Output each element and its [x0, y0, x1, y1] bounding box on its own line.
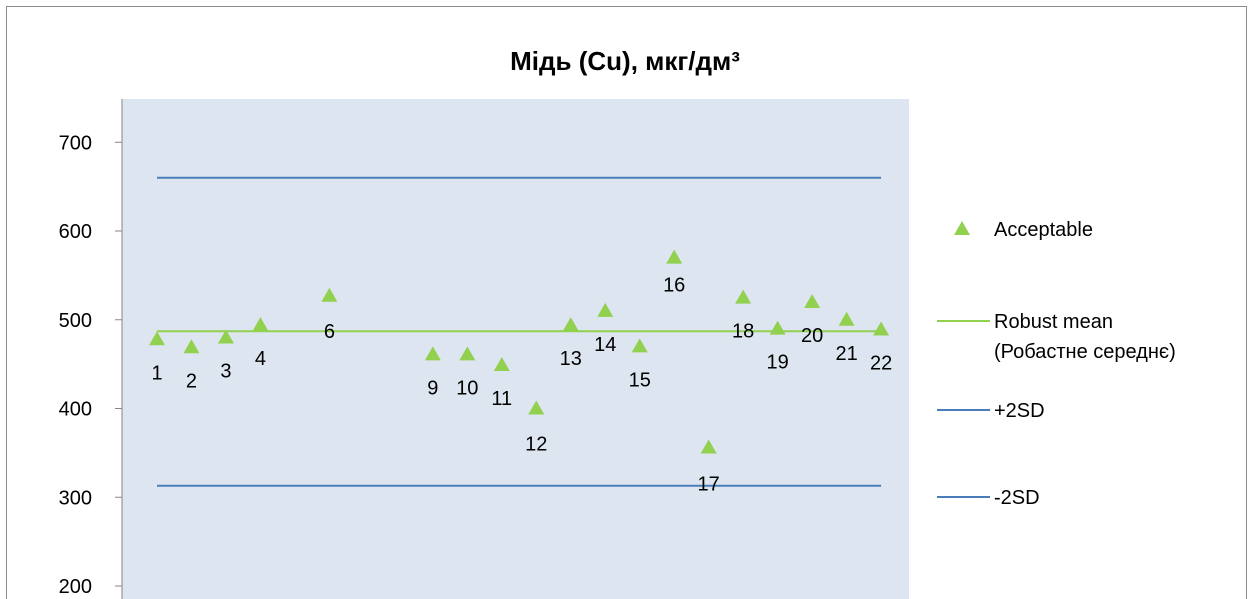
- legend-marker: [954, 221, 970, 235]
- data-point: [735, 289, 752, 304]
- data-label: 18: [732, 321, 754, 343]
- data-point: [252, 317, 269, 332]
- data-point: [838, 311, 855, 326]
- reference-lines: [157, 176, 882, 487]
- data-point: [149, 331, 165, 346]
- data-label: 14: [594, 334, 616, 356]
- y-tick-label: 400: [59, 399, 92, 421]
- legend-label: Acceptable: [994, 219, 1093, 241]
- plot-area: [122, 99, 909, 599]
- y-tick-label: 700: [59, 132, 92, 154]
- legend: Acceptable Robust mean (Робастне середнє) +…: [937, 219, 1176, 509]
- data-label: 20: [801, 325, 823, 347]
- legend-label: -2SD: [994, 487, 1040, 509]
- y-axis: 200 300 400 500 600 700: [59, 99, 123, 599]
- data-label: 1: [151, 362, 162, 384]
- data-label: 16: [663, 275, 685, 297]
- data-label: 11: [491, 388, 512, 410]
- data-point: [700, 439, 717, 454]
- data-label: 2: [186, 370, 197, 392]
- data-point: [666, 249, 683, 264]
- data-point: [562, 317, 579, 332]
- data-point: [804, 294, 821, 308]
- data-point: [459, 346, 476, 361]
- data-label: 10: [456, 377, 478, 399]
- data-label: 4: [255, 348, 266, 370]
- data-point: [217, 329, 234, 344]
- data-label: 19: [767, 352, 789, 374]
- data-point: [183, 339, 200, 354]
- data-label: 17: [698, 474, 720, 496]
- legend-label: +2SD: [994, 400, 1045, 422]
- y-tick-label: 300: [59, 487, 92, 509]
- y-tick-label: 200: [59, 576, 92, 598]
- data-point: [769, 320, 786, 335]
- y-tick-label: 600: [59, 221, 92, 243]
- data-point: [493, 357, 510, 372]
- data-label: 21: [835, 343, 857, 365]
- data-label: 22: [870, 353, 892, 375]
- data-point: [873, 321, 890, 336]
- data-point: [631, 338, 648, 353]
- data-label: 9: [427, 377, 438, 399]
- data-label: 3: [220, 361, 231, 383]
- chart-title: Мідь (Cu), мкг/дм³: [510, 46, 740, 76]
- data-label: 12: [525, 434, 547, 456]
- legend-label: Robust mean: [994, 311, 1113, 333]
- data-point: [597, 302, 614, 317]
- data-point: [424, 346, 441, 361]
- data-label: 13: [560, 348, 582, 370]
- legend-label: (Робастне середнє): [994, 341, 1176, 363]
- data-label: 6: [324, 321, 335, 343]
- data-point: [321, 287, 338, 302]
- data-point: [528, 400, 545, 415]
- y-tick-label: 500: [59, 310, 92, 332]
- data-label: 15: [629, 369, 651, 391]
